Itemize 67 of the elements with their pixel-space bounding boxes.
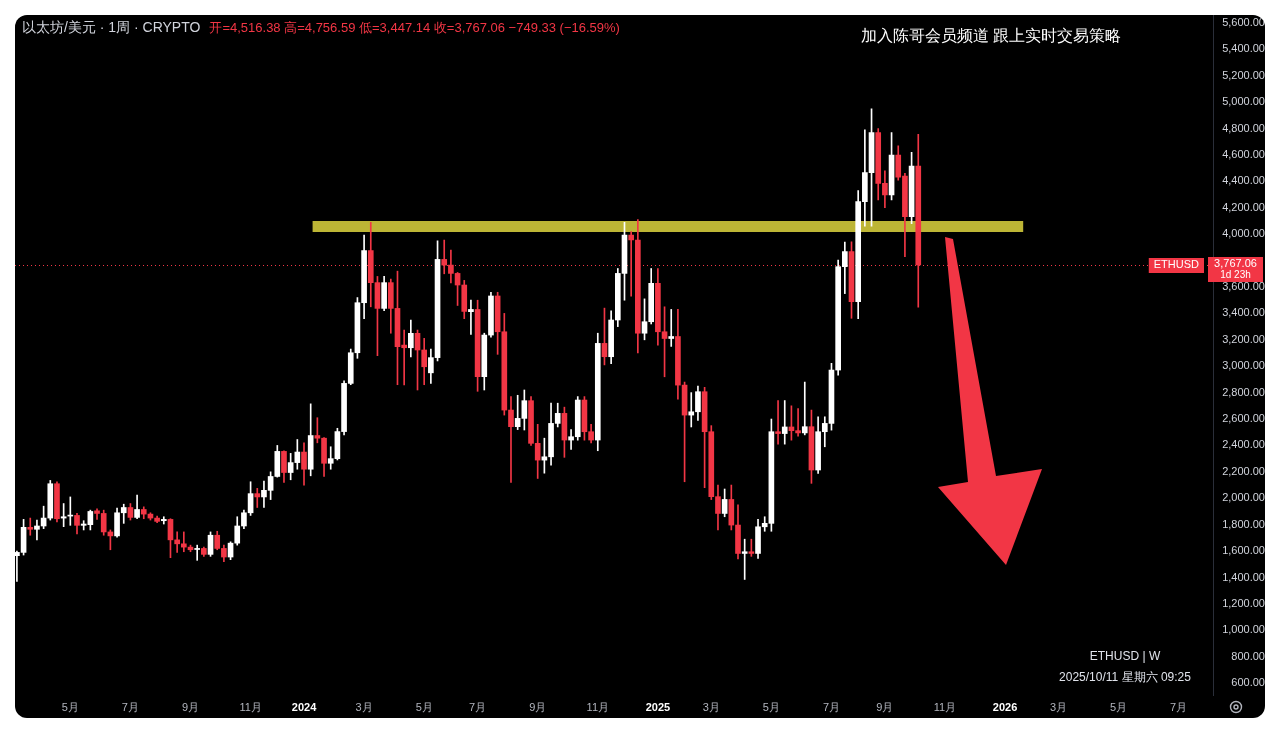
y-tick-label: 3,200.00 [1222, 332, 1265, 345]
candlestick [668, 309, 675, 347]
x-tick-label: 5月 [1110, 700, 1128, 713]
candlestick [628, 231, 634, 297]
y-tick-label: 3,000.00 [1222, 359, 1265, 372]
y-tick-label: 3,400.00 [1222, 306, 1265, 319]
x-tick-label: 5月 [762, 700, 780, 713]
y-tick-label: 4,000.00 [1222, 227, 1265, 240]
candlestick [160, 516, 167, 525]
y-tick-label: 5,000.00 [1222, 95, 1265, 108]
y-tick-label: 4,400.00 [1222, 174, 1265, 187]
y-tick-label: 4,200.00 [1222, 200, 1265, 213]
candlestick [775, 400, 781, 445]
y-tick-label: 4,600.00 [1222, 147, 1265, 160]
y-tick-label: 5,200.00 [1222, 68, 1265, 81]
x-tick-label: 3月 [702, 700, 720, 713]
annotation: 加入陈哥会员频道 跟上实时交易策略 [860, 26, 1122, 46]
x-tick-label: 5月 [415, 700, 433, 713]
y-tick-label: 4,800.00 [1222, 121, 1265, 134]
y-tick-label: 5,600.00 [1222, 15, 1265, 28]
candlestick [27, 517, 34, 536]
x-tick-label: 11月 [239, 700, 262, 713]
x-tick-label: 9月 [529, 700, 547, 713]
x-tick-label: 2025 [645, 700, 671, 713]
candlestick [441, 239, 448, 275]
y-tick-label: 2,400.00 [1222, 438, 1265, 451]
x-tick-label: 7月 [469, 700, 487, 713]
chart-subtitle: 开=4,516.38 高=4,756.59 低=3,447.14 收=3,767.06 −749.33 (−16.59%) [209, 19, 620, 37]
y-tick-label: 2,000.00 [1222, 491, 1265, 504]
x-tick-label: 7月 [822, 700, 841, 713]
candlestick [254, 488, 261, 508]
y-tick-label: 1,800.00 [1222, 517, 1265, 530]
x-tick-label: 5月 [61, 700, 79, 713]
candlestick [468, 299, 474, 335]
x-tick-label: 3月 [355, 700, 373, 713]
y-tick-label: 2,200.00 [1222, 464, 1265, 477]
candlestick [34, 519, 40, 541]
x-tick-label: 9月 [876, 700, 894, 713]
y-tick-label: 1,600.00 [1222, 544, 1265, 557]
y-tick-label: 2,600.00 [1222, 412, 1265, 425]
x-tick-label: 2024 [291, 700, 318, 713]
annotation: 2025/10/11 星期六 09:25 [1059, 669, 1191, 686]
y-tick-label: 600.00 [1231, 676, 1265, 689]
x-tick-label: 7月 [1170, 700, 1188, 713]
y-tick-label: 5,400.00 [1222, 42, 1265, 55]
x-tick-label: 11月 [586, 700, 609, 713]
candlestick [801, 381, 808, 436]
candlestick [781, 400, 788, 445]
text: 3,767.06 [1214, 257, 1257, 270]
ref-line-label: ETHUSD [1153, 258, 1200, 271]
x-tick-label: 11月 [933, 700, 957, 713]
chart-title: 以太坊/美元 · 1周 · CRYPTO [22, 19, 201, 37]
x-tick-label: 2026 [992, 700, 1018, 713]
y-tick-label: 1,200.00 [1222, 596, 1265, 609]
annotation: ETHUSD | W [1089, 649, 1161, 663]
text: 1d 23h [1220, 268, 1251, 280]
y-tick-label: 2,800.00 [1222, 385, 1265, 398]
y-tick-label: 800.00 [1231, 649, 1265, 662]
candlestick [194, 544, 201, 561]
x-tick-label: 7月 [121, 700, 139, 713]
x-tick-label: 9月 [181, 700, 200, 713]
y-tick-label: 1,400.00 [1222, 570, 1265, 583]
candlestick [508, 396, 514, 483]
y-tick-label: 3,600.00 [1222, 280, 1265, 293]
candlestick [741, 538, 748, 580]
x-tick-label: 3月 [1049, 700, 1068, 713]
y-tick-label: 1,000.00 [1222, 623, 1265, 636]
